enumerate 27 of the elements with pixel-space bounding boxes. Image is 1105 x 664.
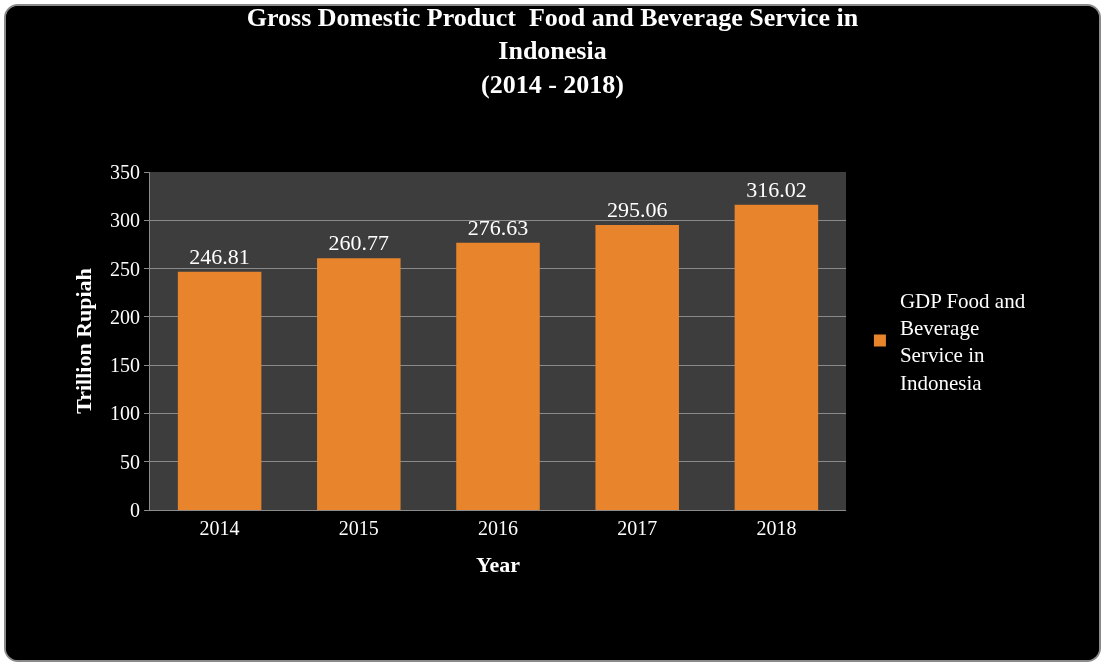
data-label: 260.77 bbox=[328, 230, 390, 256]
x-tick-label: 2016 bbox=[478, 517, 518, 539]
y-tick-label: 350 bbox=[110, 161, 140, 183]
data-label: 316.02 bbox=[746, 176, 807, 202]
x-tick-label: 2015 bbox=[338, 517, 379, 539]
chart-title: Gross Domestic Product Food and Beverage Service in Indonesia (2014 - 2018) bbox=[246, 2, 859, 100]
x-axis-title: Year bbox=[476, 551, 521, 577]
y-tick-label: 300 bbox=[110, 209, 140, 232]
y-tick-label: 150 bbox=[110, 354, 140, 377]
y-tick-label: 100 bbox=[110, 402, 140, 425]
data-label: 295.06 bbox=[606, 197, 668, 223]
bar bbox=[734, 204, 819, 510]
x-tick-label: 2017 bbox=[617, 517, 658, 539]
y-tick-label: 250 bbox=[110, 257, 140, 280]
bar bbox=[456, 242, 540, 510]
bar bbox=[177, 271, 262, 510]
bar bbox=[317, 258, 401, 510]
y-tick-label: 50 bbox=[120, 450, 140, 473]
y-axis-title: Trillion Rupiah bbox=[70, 268, 96, 414]
data-label: 246.81 bbox=[189, 243, 250, 269]
y-tick-label: 0 bbox=[130, 499, 140, 521]
x-tick-label: 2018 bbox=[756, 517, 797, 539]
legend-label: GDP Food and Beverage Service in Indonesia bbox=[899, 288, 1026, 395]
x-tick-label: 2014 bbox=[199, 517, 240, 539]
bar bbox=[595, 225, 679, 510]
data-label: 276.63 bbox=[467, 214, 529, 240]
y-tick-label: 200 bbox=[110, 305, 140, 328]
